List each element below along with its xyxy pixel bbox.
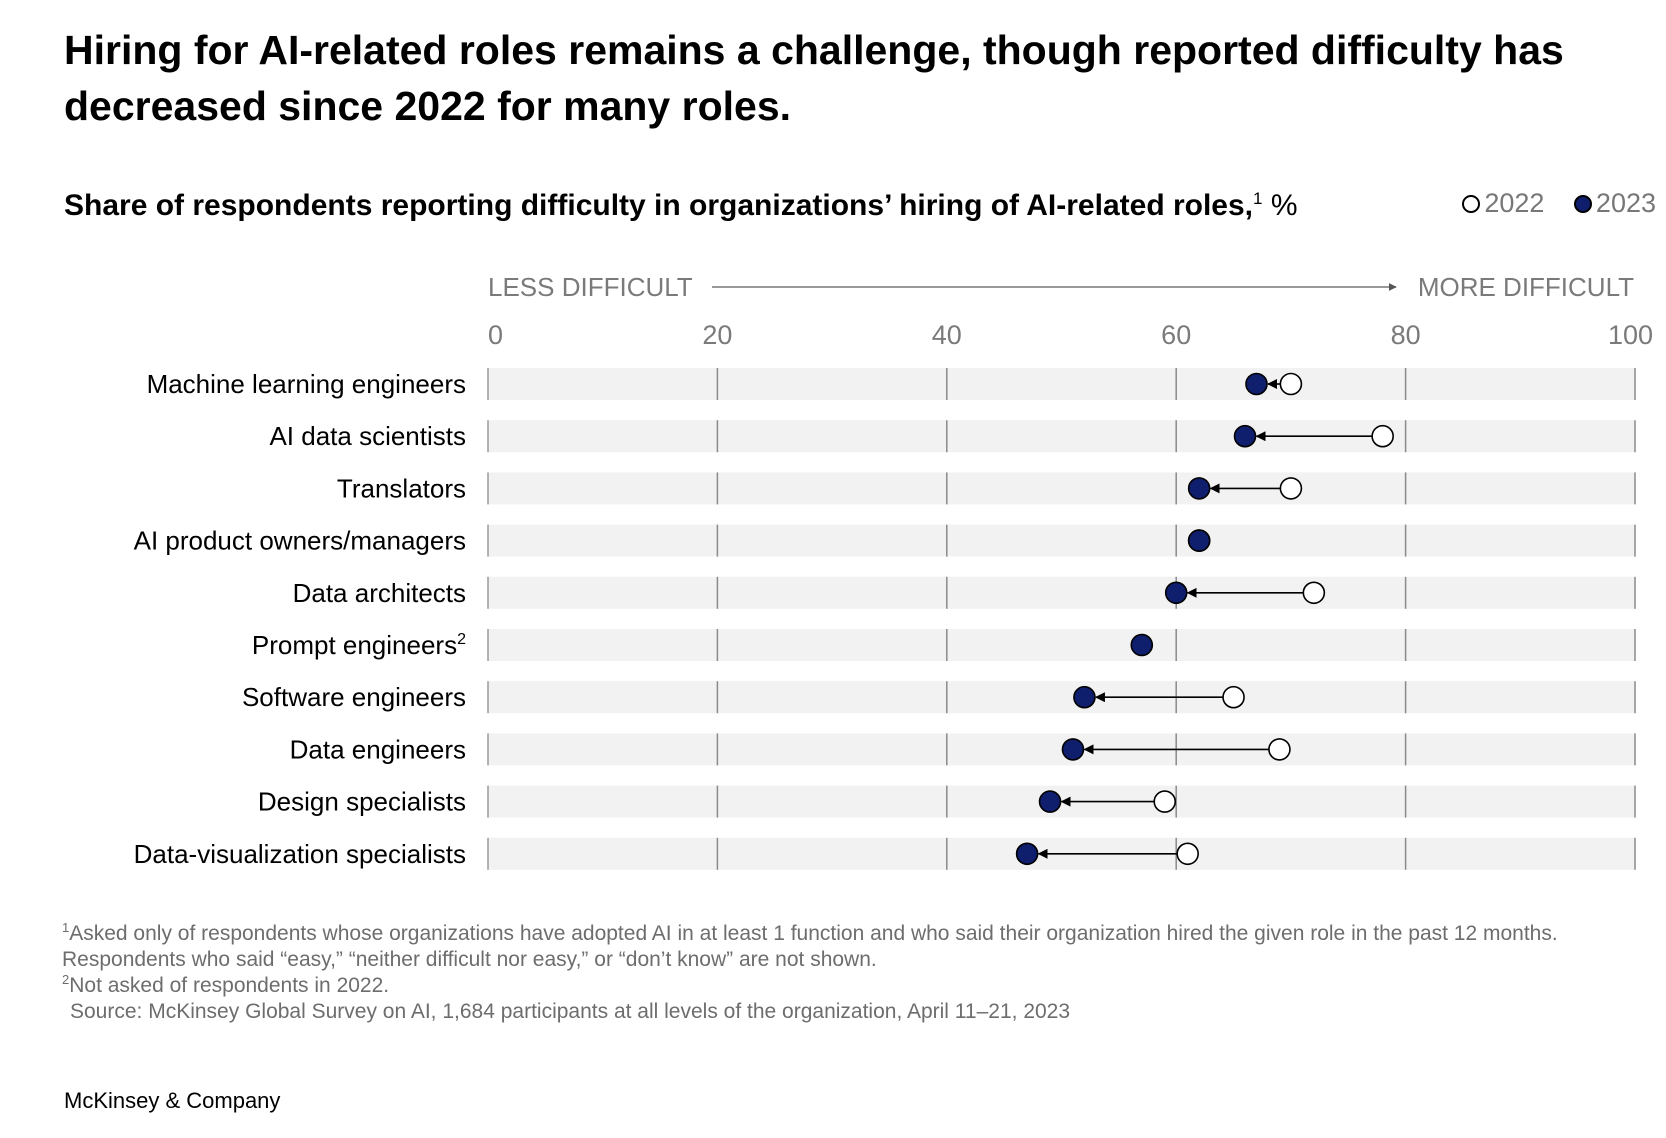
dot-2023	[1130, 633, 1154, 657]
direction-label-more: MORE DIFFICULT	[1418, 272, 1634, 302]
category-label-text: AI product owners/managers	[134, 526, 466, 556]
direction-label-less: LESS DIFFICULT	[488, 272, 693, 302]
category-label: AI product owners/managers	[134, 526, 466, 556]
row-band	[488, 472, 1635, 505]
dot-2022	[1153, 790, 1177, 813]
category-label: Software engineers	[242, 682, 466, 712]
category-label-text: Machine learning engineers	[147, 369, 466, 399]
row-band	[488, 681, 1635, 714]
category-label-text: Data-visualization specialists	[134, 839, 466, 869]
brand-wordmark: McKinsey & Company	[64, 1088, 281, 1113]
dot-2023	[1187, 529, 1211, 552]
dumbbell-chart: LESS DIFFICULT MORE DIFFICULT 0 20 40 60 80 100…	[134, 272, 1653, 870]
dot-2022	[1268, 738, 1291, 761]
source-note: Source: McKinsey Global Survey on AI, 1,…	[70, 1000, 1071, 1023]
category-label: Translators	[337, 473, 466, 503]
x-tick-label: 40	[932, 320, 962, 350]
category-label-text: Software engineers	[242, 682, 466, 712]
category-label: Machine learning engineers	[147, 369, 466, 399]
footnote-2-marker: 2	[62, 972, 70, 987]
category-label: Data-visualization specialists	[134, 839, 466, 869]
row-band	[488, 733, 1635, 766]
footnote-1-text: Asked only of respondents whose organiza…	[62, 922, 1558, 971]
dot-2022	[1176, 842, 1199, 866]
dot-2023	[1187, 477, 1211, 500]
dot-2022	[1279, 477, 1303, 500]
legend-label-2023: 2023	[1595, 188, 1656, 218]
footnote-2: 2Not asked of respondents in 2022.	[62, 973, 1622, 999]
category-label-text: AI data scientists	[269, 421, 466, 451]
row-band	[488, 576, 1635, 609]
legend: 2022 2023	[1440, 188, 1656, 219]
legend-label-2022: 2022	[1484, 188, 1545, 218]
footnote-1-marker: 1	[62, 920, 70, 935]
dot-2023	[1015, 842, 1039, 866]
dot-2023	[1233, 424, 1257, 448]
row-band	[488, 629, 1635, 661]
x-tick-label: 60	[1161, 320, 1191, 350]
category-label: Data engineers	[290, 734, 466, 764]
subtitle-unit: %	[1262, 189, 1298, 222]
dot-2022	[1371, 424, 1394, 448]
category-label-text: Translators	[337, 473, 466, 503]
x-tick-label: 100	[1608, 320, 1653, 350]
chart-title: Hiring for AI-related roles remains a ch…	[64, 27, 1564, 129]
x-tick-label: 0	[488, 320, 503, 350]
category-label: AI data scientists	[269, 421, 466, 451]
row-band	[488, 420, 1635, 453]
legend-item-2022: 2022	[1462, 188, 1544, 219]
category-footnote-ref: 2	[457, 631, 466, 648]
chart-subtitle: Share of respondents reporting difficult…	[64, 186, 1298, 226]
dot-2022	[1222, 685, 1245, 709]
dot-2022	[1302, 581, 1326, 605]
x-tick-label: 20	[702, 320, 732, 350]
x-tick-label: 80	[1391, 320, 1421, 350]
footnote-2-text: Not asked of respondents in 2022.	[69, 974, 390, 997]
category-label: Prompt engineers2	[252, 630, 466, 660]
subtitle-footnote-ref: 1	[1253, 189, 1263, 208]
open-circle-icon	[1462, 195, 1481, 213]
dot-2023	[1164, 581, 1188, 605]
legend-item-2023: 2023	[1573, 188, 1656, 219]
dot-2023	[1038, 790, 1062, 813]
category-label-text: Data engineers	[290, 734, 466, 764]
footnote-1: 1Asked only of respondents whose organiz…	[62, 921, 1622, 973]
category-label-text: Prompt engineers	[252, 630, 457, 660]
dot-2023	[1245, 372, 1268, 396]
footnotes: 1Asked only of respondents whose organiz…	[62, 921, 1622, 1025]
row-band	[488, 785, 1635, 818]
category-label: Design specialists	[258, 787, 466, 817]
category-label-text: Design specialists	[258, 787, 466, 817]
row-band	[488, 524, 1635, 557]
subtitle-text: Share of respondents reporting difficult…	[64, 189, 1254, 222]
subtitle-row: Share of respondents reporting difficult…	[64, 186, 1664, 230]
filled-circle-icon	[1573, 195, 1592, 213]
row-band	[488, 368, 1635, 400]
category-label-text: Data architects	[293, 578, 466, 608]
dot-2022	[1279, 372, 1303, 396]
dot-2023	[1061, 738, 1085, 761]
dot-2023	[1073, 685, 1096, 709]
category-label: Data architects	[293, 578, 466, 608]
